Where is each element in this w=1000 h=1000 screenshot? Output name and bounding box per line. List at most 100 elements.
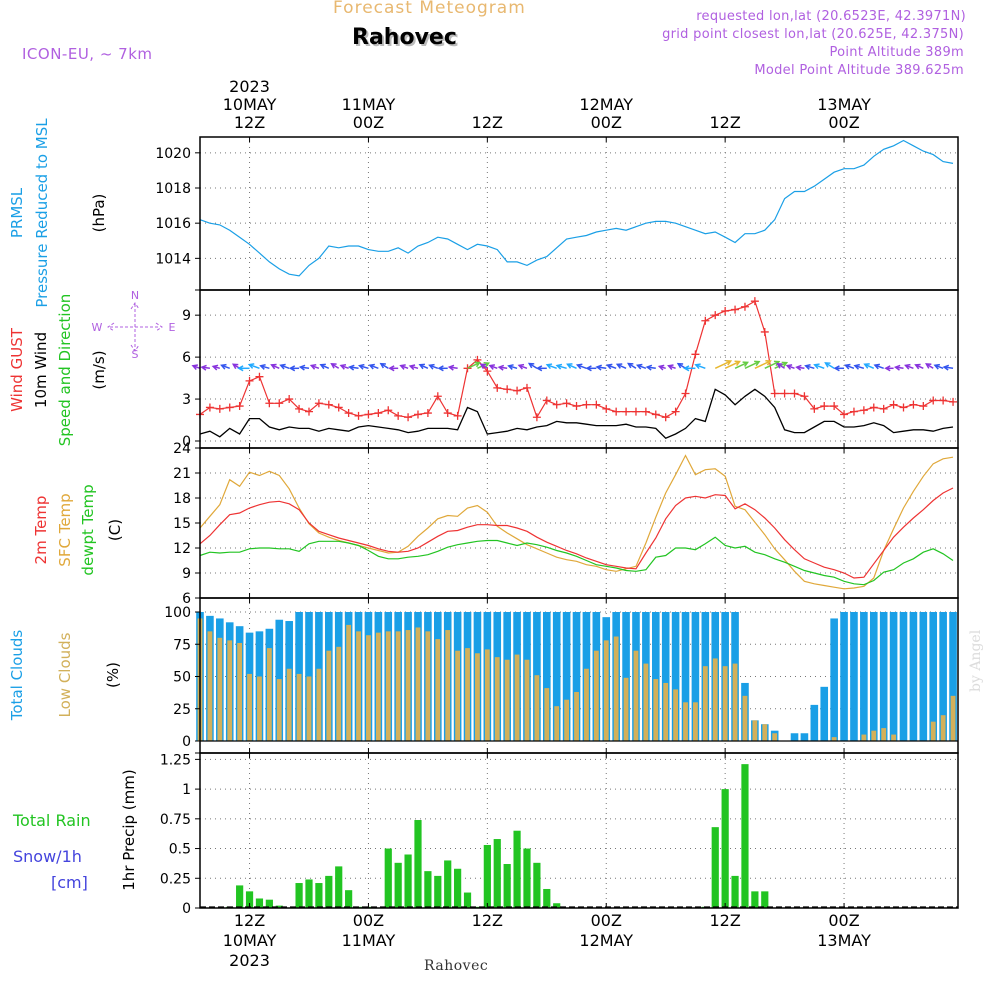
gust-marker [374,409,383,418]
wind-arrow-head [844,363,851,370]
low-cloud-bar [574,691,579,741]
gust-marker [404,413,413,422]
low-cloud-bar [762,724,768,741]
wind-arrow-head [437,365,444,372]
wind-arrow-head [605,363,613,370]
low-cloud-bar [623,677,629,741]
low-cloud-bar [425,631,431,741]
low-cloud-bar [930,721,936,741]
rain-bar [404,854,412,908]
wind-arrow-head [488,364,495,370]
rain-bar [741,764,749,908]
gust-marker [513,386,522,395]
total-cloud-bar [889,612,898,741]
total-cloud-bar [800,733,809,741]
wind-arrow-head [754,360,761,367]
bottom-time-label: 12Z [234,911,265,930]
gust-marker [849,407,858,416]
wind-arrow-head [725,360,733,366]
wind-arrow-head [339,364,347,370]
total-cloud-bar [830,618,838,741]
model-label: ICON-EU, ~ 7km [22,45,153,63]
wind-arrow-head [483,362,491,368]
top-time-label: 12Z [709,113,740,132]
gust-marker [820,402,829,411]
wind-arrow-head [645,364,653,371]
rain-bar [711,827,719,908]
y-tick-label: 6 [182,591,191,607]
wind-arrow-head [824,362,831,368]
low-cloud-bar [683,702,688,741]
model-altitude: Model Point Altitude 389.625m [754,63,964,78]
wind-speed-line [199,388,954,439]
wind-arrow-head [259,363,266,370]
compass-s: S [132,348,139,361]
bottom-time-label: 12Z [709,911,740,930]
total-cloud-bar [562,612,571,741]
top-time-label: 00Z [353,113,384,132]
wind-arrow-head [585,365,592,372]
low-cloud-bar [257,676,262,741]
total-cloud-bar [622,612,630,741]
rain-bar [761,891,769,908]
wind-arrow-head [863,363,870,369]
low-cloud-bar [881,728,887,741]
wind-arrow-head [211,364,219,371]
wind-arrow-head [694,363,701,370]
rain-bar [335,866,343,908]
low-cloud-bar [653,679,659,741]
low-cloud-bar [366,635,371,741]
gust-marker [770,389,779,398]
gust-marker [879,404,888,413]
y-tick-label: 9 [182,566,191,582]
prmsl-label: PRMSL [8,187,26,238]
cloud-unit: (%) [104,662,122,688]
wind-arrow-head [247,363,255,369]
gust-marker [671,407,680,416]
low-cloud-bar [385,631,391,741]
gust-marker [463,364,472,373]
wind-arrow-head [220,363,227,370]
bottom-date-label: 13MAY [817,931,871,950]
wind-unit: (m/s) [90,350,108,389]
low-cloud-bar [643,663,649,741]
wind-arrow-head [893,364,901,371]
rain-bar [414,820,422,908]
wind-arrow [754,360,771,369]
credit-watermark: by Angel [968,629,984,692]
gust-marker [225,403,234,412]
low-cloud-bar [415,627,421,741]
bottom-time-label: 00Z [591,911,622,930]
gust-marker [721,306,730,315]
wind-arrow-head [595,364,602,371]
wind-arrow-head [319,363,326,370]
low-cloud-bar [613,636,619,741]
rain-bar [255,898,264,908]
rain-bar [265,899,273,908]
rain-bar [315,883,323,908]
y-tick-label: 75 [173,637,191,653]
wind-arrow-head [615,363,623,369]
wind-arrow-head [428,363,435,370]
gust-marker [602,404,611,413]
y-tick-label: 1 [182,782,191,798]
temp-2m-label: 2m Temp [32,496,50,565]
top-time-label: 00Z [591,113,622,132]
rain-bar [533,862,541,908]
wind-arrow-head [358,363,365,370]
y-tick-label: 0 [182,901,191,917]
total-cloud-bar [860,612,868,741]
gust-marker [384,406,393,415]
total-cloud-bar [552,612,561,741]
low-cloud-bar [732,663,738,741]
sfc-temp-line [199,454,954,590]
wind-arrow [825,362,835,369]
wind-arrow [724,360,740,369]
gust-marker [810,404,819,413]
wind-arrow-head [873,363,881,370]
wind-arrow-head [191,364,199,370]
bottom-year-label: 2023 [229,951,270,970]
total-cloud-bar [919,612,928,741]
gust-marker [364,410,373,419]
